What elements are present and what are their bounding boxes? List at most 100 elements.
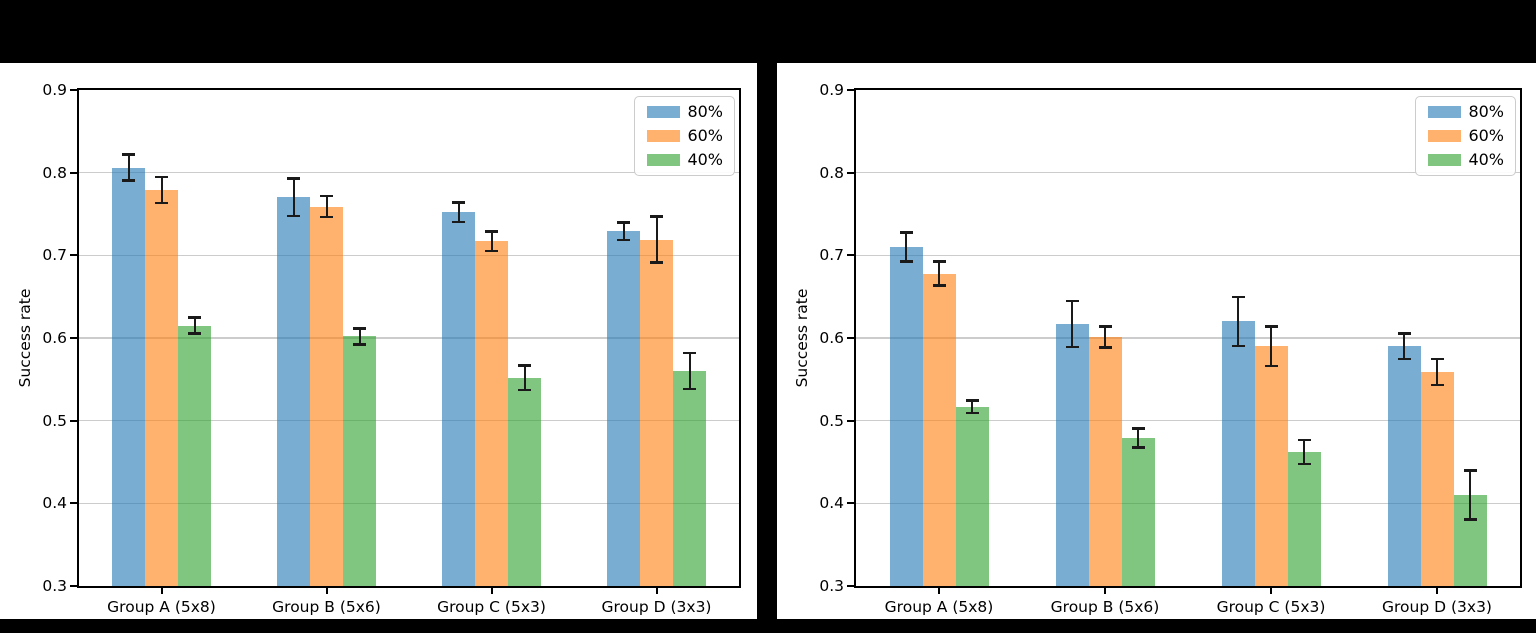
y-tick-mark (847, 585, 854, 587)
errorbar-60pct-group-b-5x6 (1104, 326, 1106, 348)
errorbar-40pct-group-d-3x3 (1469, 470, 1471, 520)
bar-60pct-group-a-5x8 (922, 273, 956, 586)
plot-area (854, 88, 1522, 588)
errorbar-40pct-group-c-5x3 (523, 365, 526, 391)
bar-80pct-group-a-5x8 (112, 167, 145, 586)
x-tick-mark (1270, 588, 1272, 594)
errorbar-cap-top (1463, 469, 1477, 472)
errorbar-60pct-group-b-5x6 (325, 195, 328, 218)
errorbar-cap-top (965, 399, 979, 402)
legend-item-60pct: 60% (1416, 124, 1515, 148)
errorbar-cap-bottom (1397, 357, 1411, 361)
errorbar-cap-bottom (1231, 344, 1245, 348)
bar-40pct-group-a-5x8 (178, 325, 211, 586)
y-tick-mark (70, 419, 77, 422)
right-chart: 0.3 0.4 0.5 0.6 0.7 0.8 0.9 Group A (5x8) Group … (777, 63, 1536, 619)
errorbar-40pct-group-a-5x8 (971, 400, 973, 414)
x-tick-label-group-a-5x8: Group A (5x8) (107, 598, 216, 616)
legend-label-60pct: 60% (1468, 126, 1504, 145)
legend-swatch-40pct (647, 154, 680, 166)
x-tick-mark (160, 588, 163, 594)
errorbar-cap-bottom (155, 201, 168, 205)
legend-box: 80% 60% 40% (1415, 96, 1516, 176)
errorbar-cap-bottom (899, 260, 913, 263)
errorbar-60pct-group-c-5x3 (1270, 326, 1272, 367)
y-tick-mark (70, 171, 77, 174)
y-tick-label: 0.5 (819, 411, 844, 430)
errorbar-cap-bottom (518, 388, 531, 392)
legend-label-60pct: 60% (687, 126, 723, 145)
x-tick-mark (1104, 588, 1106, 594)
x-tick-mark (655, 588, 658, 594)
errorbar-cap-top (122, 153, 135, 156)
errorbar-cap-bottom (932, 284, 946, 287)
y-tick-label: 0.9 (819, 81, 844, 99)
x-tick-mark (325, 588, 328, 594)
errorbar-60pct-group-a-5x8 (938, 261, 940, 286)
bar-40pct-group-b-5x6 (343, 336, 376, 586)
gridline-0-5 (856, 419, 1520, 422)
x-tick-label-group-d-3x3: Group D (3x3) (1382, 598, 1492, 616)
errorbar-cap-top (1297, 438, 1311, 442)
y-tick-mark (847, 171, 854, 174)
errorbar-cap-bottom (1264, 364, 1278, 368)
legend-item-40pct: 40% (1416, 148, 1515, 172)
legend-swatch-80pct (1428, 106, 1461, 118)
y-tick-label: 0.3 (42, 577, 67, 595)
bar-80pct-group-c-5x3 (442, 212, 475, 586)
errorbar-cap-top (1430, 357, 1444, 361)
bar-80pct-group-b-5x6 (277, 197, 310, 586)
errorbar-cap-bottom (683, 387, 696, 391)
errorbar-cap-bottom (1098, 346, 1112, 349)
bar-60pct-group-b-5x6 (1088, 337, 1122, 586)
errorbar-cap-bottom (965, 411, 979, 415)
errorbar-40pct-group-b-5x6 (1137, 428, 1139, 448)
errorbar-cap-top (320, 194, 333, 198)
errorbar-cap-bottom (1131, 446, 1145, 449)
gridline-0-6 (79, 337, 739, 339)
errorbar-cap-top (518, 364, 531, 367)
legend-swatch-40pct (1428, 154, 1461, 166)
errorbar-60pct-group-d-3x3 (655, 216, 658, 263)
errorbar-cap-top (353, 327, 366, 330)
errorbar-80pct-group-c-5x3 (1237, 296, 1239, 347)
legend-box: 80% 60% 40% (634, 96, 735, 176)
bar-40pct-group-d-3x3 (673, 371, 706, 586)
bar-60pct-group-a-5x8 (145, 190, 178, 586)
gridline-0-7 (856, 254, 1520, 257)
legend-label-80pct: 80% (1468, 102, 1504, 121)
errorbar-cap-top (1264, 325, 1278, 328)
x-tick-label-group-b-5x6: Group B (5x6) (1050, 598, 1160, 616)
legend-item-80pct: 80% (1416, 100, 1515, 124)
y-tick-label: 0.7 (819, 246, 844, 265)
errorbar-40pct-group-d-3x3 (688, 352, 691, 390)
gridline-0-4 (79, 502, 739, 505)
bar-80pct-group-d-3x3 (1387, 346, 1421, 586)
y-axis-label: Success rate (16, 288, 34, 388)
bar-60pct-group-d-3x3 (640, 239, 673, 586)
gridline-0-7 (79, 254, 739, 257)
bar-40pct-group-c-5x3 (1287, 452, 1321, 586)
y-tick-mark (847, 502, 854, 505)
y-tick-label: 0.8 (42, 163, 67, 182)
errorbar-cap-top (650, 215, 663, 218)
errorbar-cap-top (899, 231, 913, 234)
x-tick-mark (938, 588, 940, 594)
legend-label-80pct: 80% (687, 102, 723, 121)
legend-label-40pct: 40% (687, 150, 723, 169)
errorbar-cap-bottom (650, 261, 663, 264)
y-tick-mark (70, 502, 77, 505)
gridline-0-6 (856, 337, 1520, 339)
bar-60pct-group-c-5x3 (1254, 346, 1288, 586)
errorbar-80pct-group-c-5x3 (457, 202, 460, 223)
errorbar-cap-bottom (1463, 518, 1477, 521)
bar-80pct-group-b-5x6 (1055, 323, 1089, 586)
legend-item-80pct: 80% (635, 100, 734, 124)
center-divider-bar (757, 63, 777, 619)
errorbar-cap-top (287, 177, 300, 180)
y-tick-mark (70, 585, 77, 587)
x-tick-mark (490, 588, 493, 594)
x-tick-label-group-a-5x8: Group A (5x8) (884, 598, 994, 616)
errorbar-80pct-group-d-3x3 (1403, 333, 1405, 360)
